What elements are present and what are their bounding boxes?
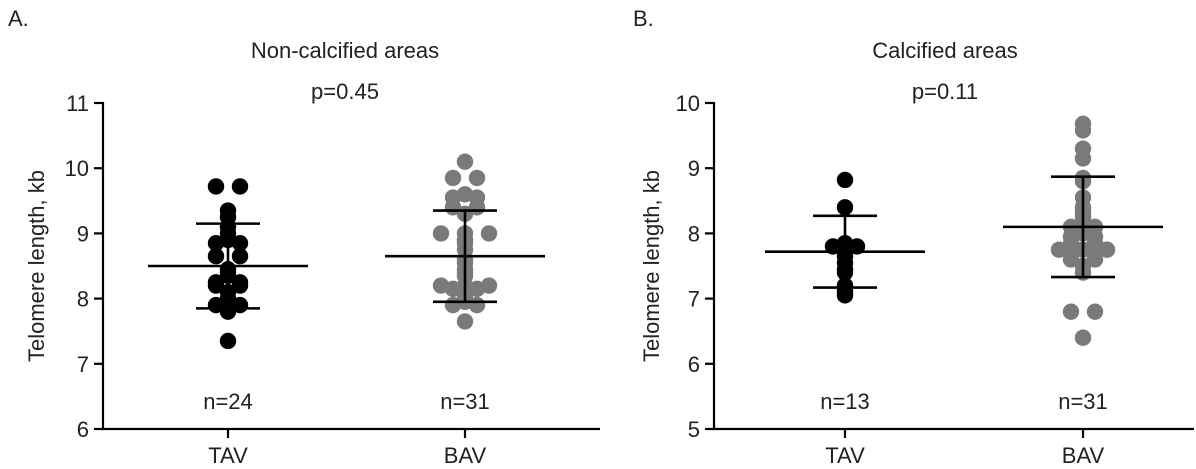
p-value: p=0.45	[311, 79, 379, 104]
data-point	[1062, 303, 1080, 320]
y-tick-label: 8	[688, 221, 700, 246]
data-point	[231, 234, 249, 252]
data-point	[468, 296, 486, 314]
y-tick-label: 10	[676, 91, 700, 116]
y-tick-label: 9	[688, 156, 700, 181]
n-label: n=24	[203, 389, 253, 414]
data-point	[231, 277, 249, 294]
data-point	[836, 287, 854, 304]
data-point	[836, 171, 854, 189]
data-point	[231, 178, 249, 195]
p-value: p=0.11	[912, 79, 978, 104]
n-label: n=13	[820, 389, 870, 414]
y-tick-label: 8	[77, 287, 89, 312]
panel-label: B.	[633, 6, 654, 31]
data-point	[432, 225, 450, 242]
data-point	[1086, 251, 1104, 268]
chart-panel-b: B. Calcified areas p=0.11 5 6 7 8 9 10 Telomere l…	[633, 6, 1194, 468]
y-axis-label: Telomere length, kb	[639, 170, 664, 362]
data-point	[456, 153, 474, 170]
data-point	[1086, 303, 1104, 320]
panel-label: A.	[8, 6, 29, 31]
data-point	[1074, 150, 1092, 167]
data-point	[1098, 241, 1116, 258]
x-tick-label: TAV	[208, 443, 248, 468]
data-point	[231, 248, 249, 265]
y-tick-label: 7	[77, 352, 89, 377]
chart-title: Calcified areas	[872, 38, 1018, 63]
data-point	[207, 248, 225, 265]
data-point	[836, 199, 854, 216]
y-tick-label: 9	[77, 221, 89, 246]
chart-title: Non-calcified areas	[251, 38, 439, 63]
chart-panel-a: A. Non-calcified areas p=0.45 6 7 8 9 10 11 Telom…	[8, 6, 600, 468]
y-tick-label: 10	[65, 156, 89, 181]
data-point	[1074, 122, 1092, 139]
y-tick-label: 11	[66, 91, 89, 116]
y-tick-label: 5	[688, 417, 700, 442]
data-point	[456, 313, 474, 330]
y-tick-label: 6	[77, 417, 89, 442]
data-point	[1062, 251, 1080, 268]
data-point	[444, 296, 462, 314]
y-tick-label: 7	[688, 287, 700, 312]
data-point	[1050, 241, 1068, 258]
x-tick-label: BAV	[444, 443, 487, 468]
n-label: n=31	[1058, 389, 1108, 414]
x-tick-label: TAV	[825, 443, 865, 468]
data-point	[207, 277, 225, 294]
data-point	[1074, 329, 1092, 346]
n-label: n=31	[440, 389, 490, 414]
y-tick-label: 6	[688, 352, 700, 377]
data-point	[219, 332, 237, 350]
data-point	[480, 225, 498, 242]
data-point	[444, 169, 462, 187]
y-axis-label: Telomere length, kb	[24, 170, 49, 362]
x-tick-label: BAV	[1062, 443, 1105, 468]
data-point	[207, 178, 225, 195]
data-point	[207, 234, 225, 252]
data-point	[468, 169, 486, 187]
